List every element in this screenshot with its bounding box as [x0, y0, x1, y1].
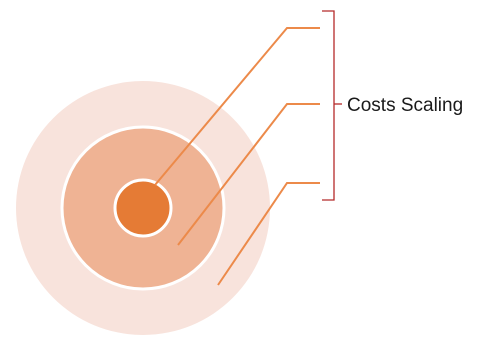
- bracket: [322, 11, 334, 200]
- inner-ring: [115, 180, 171, 236]
- bracket-label: Costs Scaling: [347, 95, 463, 116]
